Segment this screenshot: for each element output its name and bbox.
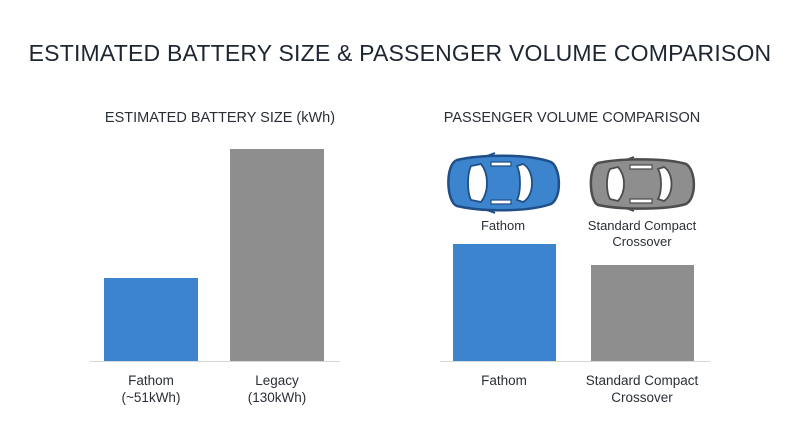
page-title: ESTIMATED BATTERY SIZE & PASSENGER VOLUM… — [28, 40, 772, 66]
battery-label-fathom: Fathom (~51kWh) — [121, 373, 181, 405]
car-label-standard-crossover: Standard Compact Crossover — [587, 218, 697, 249]
battery-label-legacy: Legacy (130kWh) — [247, 373, 307, 405]
passenger-bar-fathom — [453, 244, 556, 361]
passenger-label-standard-crossover: Standard Compact Crossover — [585, 373, 699, 405]
battery-chart-title: ESTIMATED BATTERY SIZE (kWh) — [104, 110, 336, 126]
battery-bar-fathom — [104, 277, 198, 361]
passenger-bar-standard-crossover — [591, 265, 694, 361]
passenger-chart-baseline — [440, 361, 710, 362]
battery-chart-baseline — [90, 361, 340, 362]
car-label-fathom: Fathom — [480, 218, 526, 233]
passenger-chart-title: PASSENGER VOLUME COMPARISON — [443, 110, 701, 126]
battery-bar-legacy — [230, 148, 324, 361]
car-top-view-icon — [447, 152, 561, 214]
car-top-view-icon — [589, 156, 696, 212]
passenger-label-fathom: Fathom — [481, 373, 527, 388]
